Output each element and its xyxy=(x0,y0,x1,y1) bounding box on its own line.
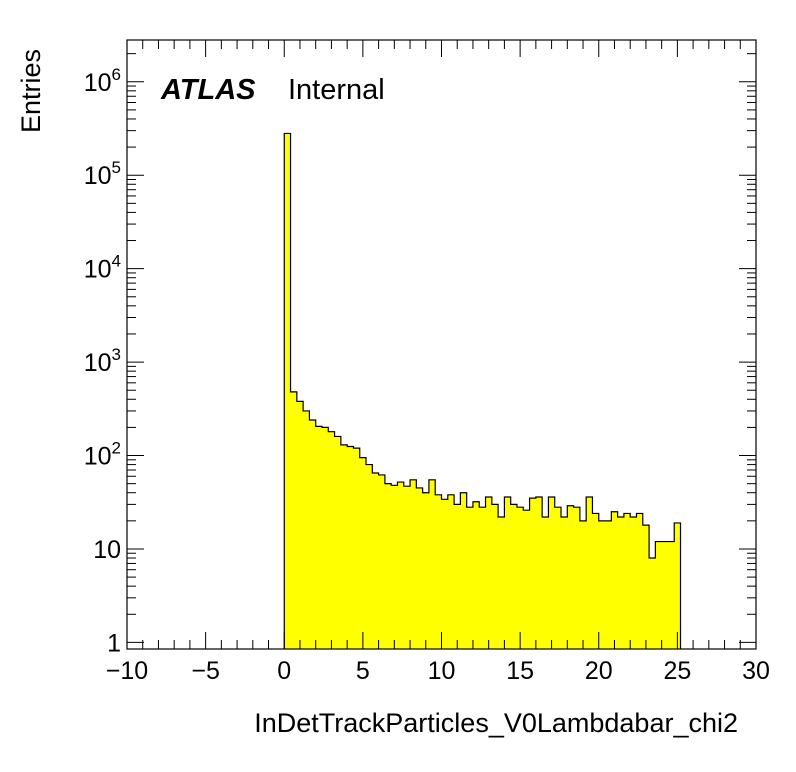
histogram-bar xyxy=(592,513,600,649)
histogram-bar xyxy=(340,444,348,649)
histogram-bar xyxy=(334,436,342,649)
x-tick-label: 25 xyxy=(663,657,691,685)
y-tick-label: 105 xyxy=(84,158,121,190)
histogram-bar xyxy=(397,482,405,649)
histogram-bar xyxy=(598,520,606,649)
x-tick-label: 30 xyxy=(742,657,770,685)
histogram-bar xyxy=(472,501,480,649)
histogram-bar xyxy=(573,507,581,649)
histogram-bar xyxy=(460,492,468,649)
y-tick-label: 104 xyxy=(84,252,121,284)
histogram-bar xyxy=(636,513,644,649)
histogram-bar xyxy=(441,499,449,649)
histogram-bar xyxy=(630,516,637,649)
histogram-bar xyxy=(466,507,474,649)
x-tick-label: −10 xyxy=(106,657,148,685)
histogram-bar xyxy=(542,516,549,649)
histogram-bar xyxy=(422,492,430,649)
x-tick-label: 10 xyxy=(428,657,456,685)
histogram-bar xyxy=(372,473,379,649)
histogram-bar xyxy=(491,504,499,649)
y-axis-title: Entries xyxy=(16,49,46,133)
histogram-bar xyxy=(516,507,524,649)
x-tick-labels: −10 −5 0 5 10 15 20 25 30 xyxy=(106,657,770,685)
histogram-bar xyxy=(315,426,323,649)
histogram-bar xyxy=(611,511,619,649)
histogram-bar xyxy=(548,496,556,649)
histogram-bar xyxy=(359,457,367,649)
axis-ticks xyxy=(126,40,757,649)
histogram-bar xyxy=(617,516,625,649)
x-tick-label: 5 xyxy=(356,657,370,685)
histogram-bar xyxy=(428,479,436,649)
histogram-bar xyxy=(642,525,650,649)
histogram-bar xyxy=(284,133,291,649)
y-tick-label: 102 xyxy=(84,439,121,471)
histogram-bar xyxy=(378,474,386,649)
histogram-bar xyxy=(510,504,518,649)
histogram-bar xyxy=(309,420,317,649)
y-tick-label: 103 xyxy=(84,345,121,377)
x-tick-label: 20 xyxy=(585,657,613,685)
histogram-bar xyxy=(535,496,543,649)
histogram-bar xyxy=(353,448,361,649)
histogram-outline xyxy=(283,132,682,649)
plot-frame xyxy=(126,39,757,650)
histogram-bar xyxy=(667,541,675,649)
atlas-label: ATLAS xyxy=(160,74,256,106)
histogram-bar xyxy=(579,520,587,649)
histogram-bar xyxy=(504,496,512,649)
internal-label: Internal xyxy=(288,74,385,106)
histogram-bar xyxy=(447,494,455,649)
histogram-bar xyxy=(498,516,505,649)
x-tick-label: 15 xyxy=(506,657,534,685)
histogram-bar xyxy=(554,507,562,649)
histogram-bar xyxy=(435,494,442,649)
histogram-bar xyxy=(303,410,310,649)
histogram-bar xyxy=(674,522,681,649)
y-tick-labels: 1 10 102 103 104 105 106 xyxy=(84,65,121,658)
x-axis-title: InDetTrackParticles_V0Lambdabar_chi2 xyxy=(254,708,738,738)
histogram-bar xyxy=(290,391,298,649)
x-tick-label: −5 xyxy=(191,657,220,685)
histogram-bar xyxy=(416,487,424,649)
histogram-bar xyxy=(403,486,411,649)
histogram-bar xyxy=(529,498,537,649)
histogram-bar xyxy=(479,507,486,649)
histogram-bar xyxy=(567,505,574,649)
histogram-bar xyxy=(485,496,493,649)
histogram-bar xyxy=(366,464,373,649)
histogram-bar xyxy=(523,510,530,649)
y-tick-label: 1 xyxy=(107,629,121,657)
histogram-bar xyxy=(655,541,663,649)
y-tick-label: 10 xyxy=(93,536,121,564)
histogram-bar xyxy=(661,541,669,649)
histogram-bar xyxy=(328,431,335,649)
histogram-bar xyxy=(321,427,329,649)
histogram-bar xyxy=(384,483,392,649)
histogram-bar xyxy=(623,513,631,649)
histogram-bar xyxy=(605,520,612,649)
histogram-bar xyxy=(561,516,568,649)
histogram-bar xyxy=(410,479,417,649)
x-tick-label: 0 xyxy=(277,657,291,685)
histogram-bar xyxy=(649,558,656,649)
histogram-bar xyxy=(586,496,593,649)
histogram-bar xyxy=(391,485,398,649)
histogram-bar xyxy=(296,401,304,649)
histogram-bar xyxy=(347,446,354,649)
histogram-bars xyxy=(283,132,682,649)
y-tick-label: 106 xyxy=(84,65,121,97)
histogram-bar xyxy=(454,504,461,649)
